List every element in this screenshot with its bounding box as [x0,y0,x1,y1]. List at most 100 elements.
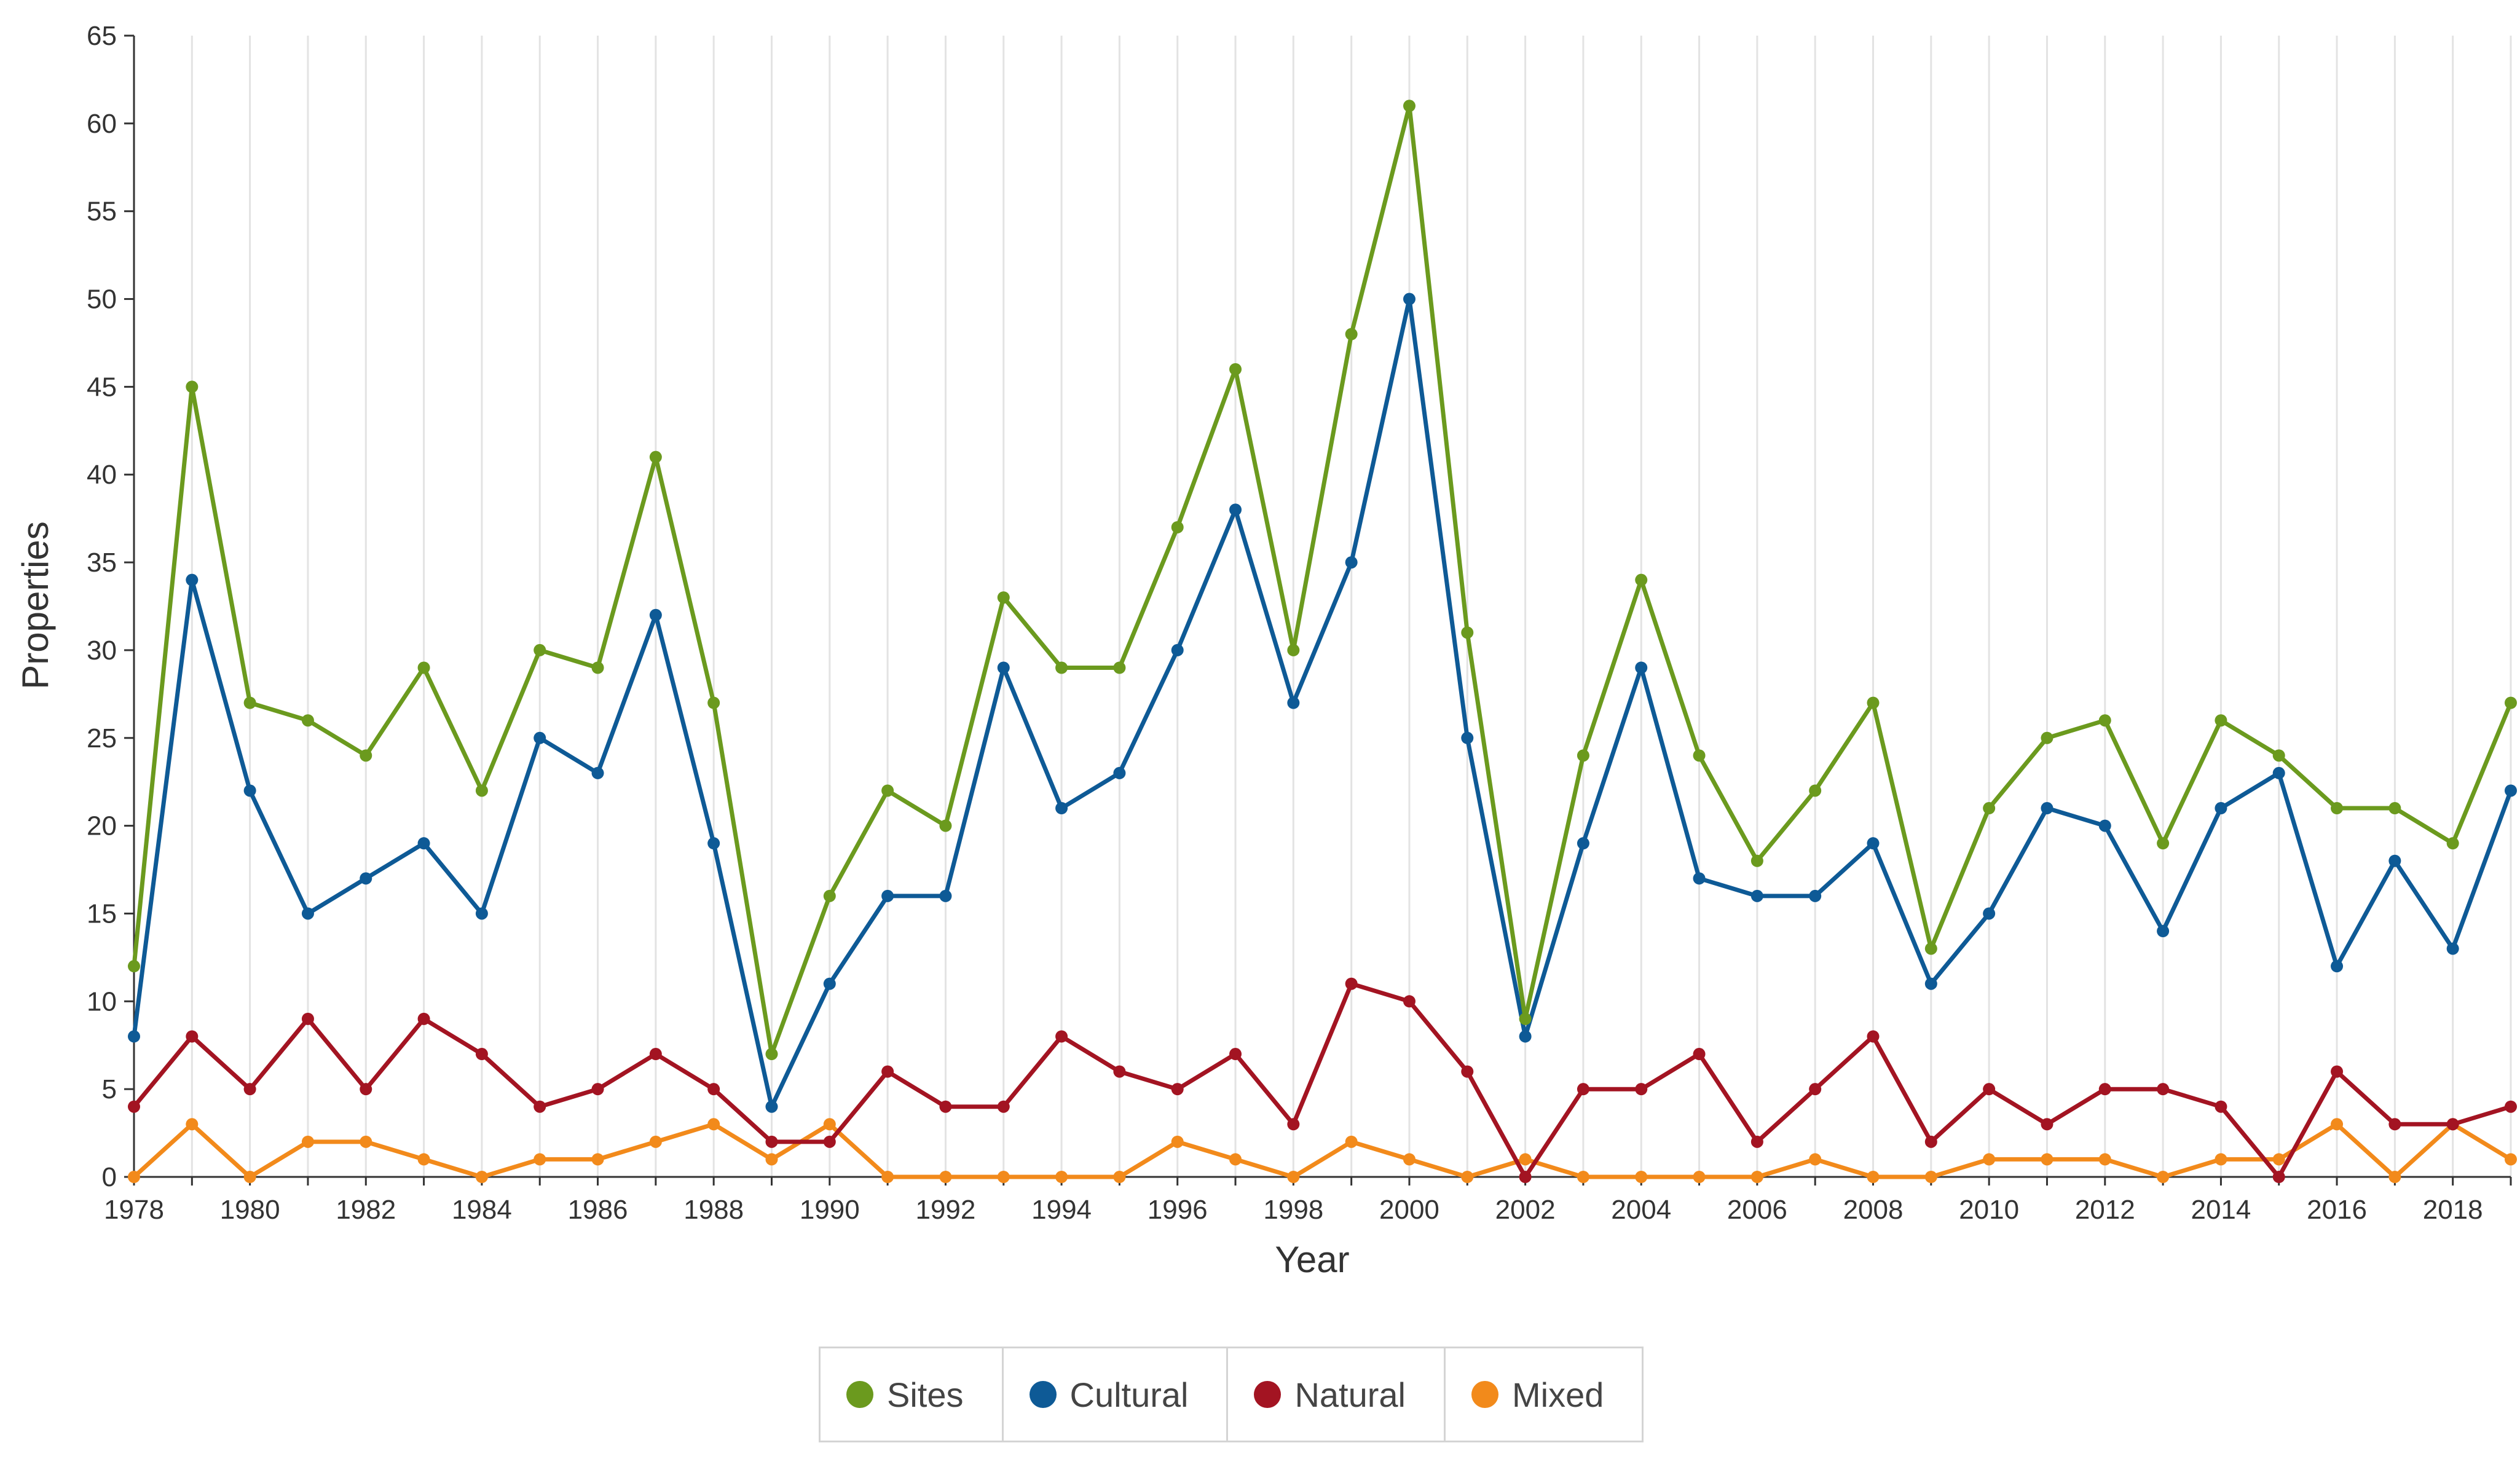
data-point-cultural-2016[interactable] [2331,960,2344,973]
data-point-natural-1989[interactable] [765,1135,778,1148]
data-point-mixed-1992[interactable] [939,1171,952,1183]
data-point-sites-2006[interactable] [1750,854,1763,867]
data-point-natural-2007[interactable] [1809,1083,1822,1096]
data-point-natural-2003[interactable] [1577,1083,1589,1096]
data-point-natural-1981[interactable] [301,1012,314,1025]
data-point-mixed-2019[interactable] [2505,1153,2517,1166]
data-point-cultural-1983[interactable] [417,837,430,850]
data-point-cultural-1992[interactable] [939,889,952,902]
data-point-cultural-1978[interactable] [128,1030,140,1043]
data-point-cultural-2004[interactable] [1635,661,1648,674]
data-point-natural-1995[interactable] [1113,1065,1126,1078]
data-point-sites-2007[interactable] [1809,784,1822,797]
data-point-mixed-2003[interactable] [1577,1171,1589,1183]
data-point-sites-2019[interactable] [2505,696,2517,709]
legend-item-sites[interactable]: Sites [821,1348,1004,1441]
data-point-sites-2015[interactable] [2272,749,2285,762]
data-point-mixed-1979[interactable] [186,1118,199,1131]
data-point-natural-2002[interactable] [1519,1171,1532,1183]
data-point-cultural-2000[interactable] [1403,293,1416,305]
data-point-mixed-1993[interactable] [997,1171,1010,1183]
data-point-natural-1987[interactable] [649,1048,662,1061]
data-point-sites-1999[interactable] [1345,328,1358,340]
data-point-natural-1983[interactable] [417,1012,430,1025]
data-point-sites-1978[interactable] [128,960,140,973]
data-point-mixed-2001[interactable] [1461,1171,1474,1183]
data-point-cultural-1979[interactable] [186,573,199,586]
data-point-sites-1995[interactable] [1113,661,1126,674]
data-point-cultural-1988[interactable] [707,837,720,850]
data-point-natural-1982[interactable] [360,1083,372,1096]
data-point-cultural-2017[interactable] [2388,854,2401,867]
data-point-cultural-1985[interactable] [534,731,546,744]
data-point-sites-1996[interactable] [1171,521,1184,533]
data-point-mixed-2008[interactable] [1867,1171,1880,1183]
data-point-mixed-1983[interactable] [417,1153,430,1166]
legend-item-mixed[interactable]: Mixed [1446,1348,1642,1441]
data-point-mixed-1978[interactable] [128,1171,140,1183]
data-point-mixed-2010[interactable] [1983,1153,1996,1166]
data-point-mixed-2006[interactable] [1750,1171,1763,1183]
data-point-natural-2018[interactable] [2446,1118,2459,1131]
data-point-mixed-1987[interactable] [649,1135,662,1148]
data-point-sites-1980[interactable] [243,696,256,709]
legend-item-natural[interactable]: Natural [1228,1348,1446,1441]
data-point-mixed-1982[interactable] [360,1135,372,1148]
data-point-mixed-1985[interactable] [534,1153,546,1166]
data-point-cultural-2018[interactable] [2446,942,2459,955]
data-point-natural-1999[interactable] [1345,977,1358,990]
data-point-sites-1990[interactable] [823,889,836,902]
data-point-natural-2011[interactable] [2041,1118,2053,1131]
data-point-cultural-2013[interactable] [2157,925,2170,938]
data-point-sites-1994[interactable] [1055,661,1068,674]
data-point-cultural-1993[interactable] [997,661,1010,674]
data-point-cultural-2012[interactable] [2098,819,2111,832]
data-point-natural-1979[interactable] [186,1030,199,1043]
data-point-sites-1981[interactable] [301,714,314,727]
data-point-sites-1991[interactable] [881,784,894,797]
data-point-natural-1994[interactable] [1055,1030,1068,1043]
data-point-cultural-2008[interactable] [1867,837,1880,850]
data-point-natural-2016[interactable] [2331,1065,2344,1078]
data-point-mixed-2014[interactable] [2215,1153,2227,1166]
data-point-mixed-2017[interactable] [2388,1171,2401,1183]
data-point-natural-1993[interactable] [997,1100,1010,1113]
data-point-sites-1986[interactable] [591,661,604,674]
data-point-natural-2017[interactable] [2388,1118,2401,1131]
data-point-mixed-1980[interactable] [243,1171,256,1183]
data-point-mixed-1988[interactable] [707,1118,720,1131]
data-point-mixed-1989[interactable] [765,1153,778,1166]
data-point-cultural-1987[interactable] [649,608,662,621]
data-point-cultural-2002[interactable] [1519,1030,1532,1043]
data-point-natural-1984[interactable] [475,1048,488,1061]
data-point-natural-1998[interactable] [1287,1118,1300,1131]
data-point-mixed-2007[interactable] [1809,1153,1822,1166]
data-point-cultural-1996[interactable] [1171,643,1184,656]
data-point-cultural-1995[interactable] [1113,766,1126,779]
data-point-cultural-2010[interactable] [1983,907,1996,920]
data-point-sites-1982[interactable] [360,749,372,762]
data-point-sites-1979[interactable] [186,380,199,393]
data-point-sites-2003[interactable] [1577,749,1589,762]
data-point-sites-2004[interactable] [1635,573,1648,586]
data-point-sites-2016[interactable] [2331,802,2344,815]
data-point-mixed-2012[interactable] [2098,1153,2111,1166]
data-point-mixed-2009[interactable] [1924,1171,1937,1183]
data-point-mixed-1991[interactable] [881,1171,894,1183]
data-point-natural-2004[interactable] [1635,1083,1648,1096]
data-point-sites-1992[interactable] [939,819,952,832]
data-point-natural-1980[interactable] [243,1083,256,1096]
data-point-sites-1997[interactable] [1229,363,1242,376]
data-point-sites-1998[interactable] [1287,643,1300,656]
data-point-cultural-2019[interactable] [2505,784,2517,797]
data-point-sites-1985[interactable] [534,643,546,656]
data-point-mixed-2000[interactable] [1403,1153,1416,1166]
data-point-cultural-2001[interactable] [1461,731,1474,744]
data-point-mixed-1998[interactable] [1287,1171,1300,1183]
data-point-cultural-2007[interactable] [1809,889,1822,902]
data-point-natural-2009[interactable] [1924,1135,1937,1148]
data-point-natural-2019[interactable] [2505,1100,2517,1113]
data-point-cultural-1991[interactable] [881,889,894,902]
data-point-mixed-1997[interactable] [1229,1153,1242,1166]
data-point-cultural-2006[interactable] [1750,889,1763,902]
